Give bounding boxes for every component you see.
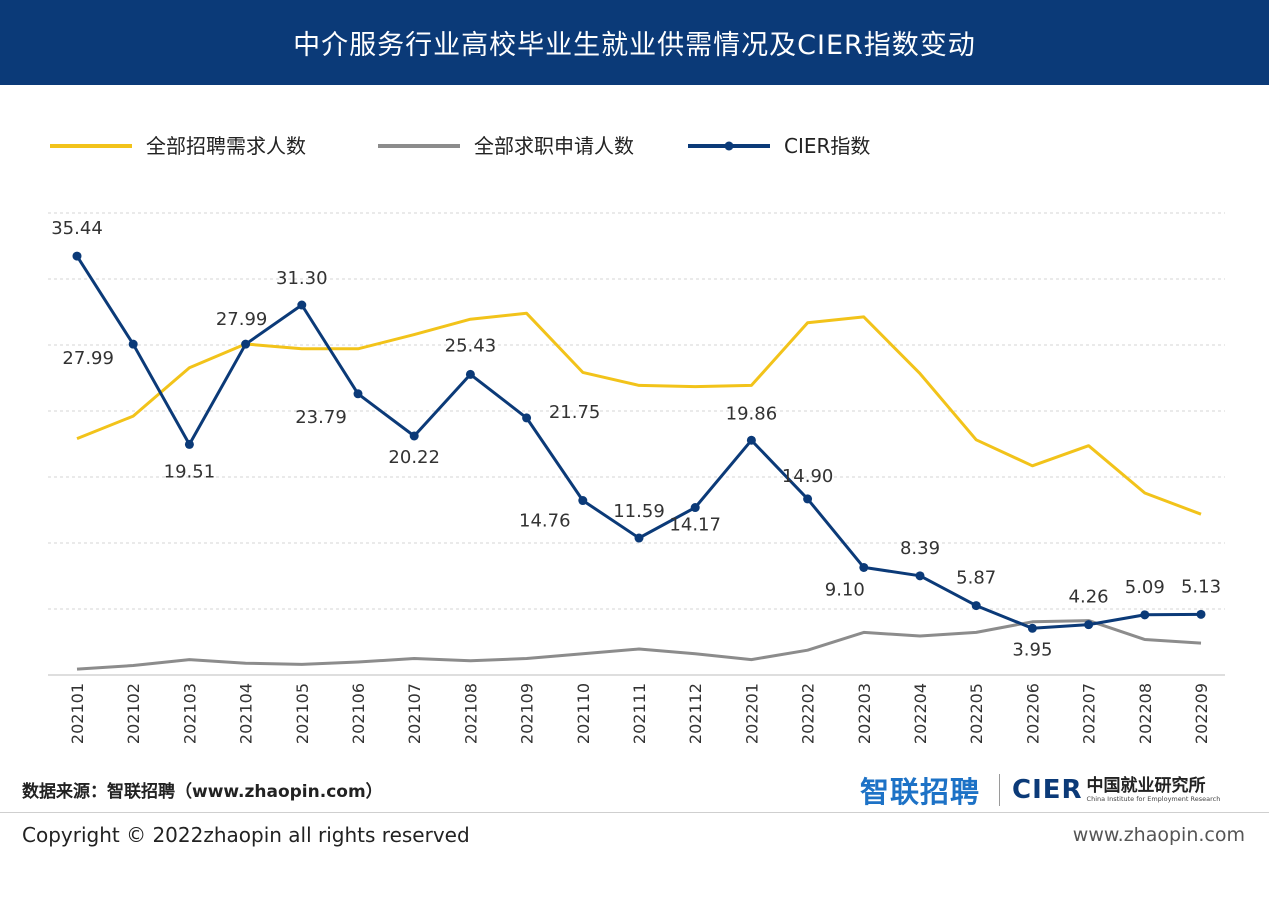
cier-label-202206: 3.95 bbox=[1012, 639, 1052, 660]
x-tick-202201: 202201 bbox=[742, 683, 761, 744]
cier-label-202111: 11.59 bbox=[613, 501, 665, 522]
legend-label: 全部求职申请人数 bbox=[474, 134, 634, 158]
x-tick-202202: 202202 bbox=[799, 683, 818, 744]
legend-item: 全部招聘需求人数 bbox=[50, 134, 306, 158]
zhaopin-logo: 智联招聘 bbox=[860, 770, 980, 810]
cier-index-point-202205 bbox=[972, 601, 981, 610]
legend-item: 全部求职申请人数 bbox=[378, 134, 634, 158]
data-source-note: 数据来源：智联招聘（www.zhaopin.com） bbox=[22, 777, 383, 802]
x-tick-202107: 202107 bbox=[405, 683, 424, 744]
logo-divider bbox=[999, 774, 1000, 806]
cier-index-point-202203 bbox=[859, 563, 868, 572]
footer-divider bbox=[0, 812, 1269, 813]
legend-label: 全部招聘需求人数 bbox=[146, 134, 306, 158]
cier-index-point-202103 bbox=[185, 440, 194, 449]
x-tick-202106: 202106 bbox=[349, 683, 368, 744]
cier-index-point-202108 bbox=[466, 370, 475, 379]
cier-index-point-202106 bbox=[354, 389, 363, 398]
cier-label-202101: 35.44 bbox=[51, 218, 103, 239]
cier-index-point-202209 bbox=[1197, 610, 1206, 619]
cier-label-202104: 27.99 bbox=[216, 309, 268, 330]
x-tick-202104: 202104 bbox=[237, 683, 256, 744]
x-axis-ticks: 202101 202102 202103 202104 202105 202106 2021… bbox=[68, 683, 1211, 744]
legend-label: CIER指数 bbox=[784, 134, 870, 158]
cier-label-202204: 8.39 bbox=[900, 538, 940, 559]
cier-label-202207: 4.26 bbox=[1069, 587, 1109, 608]
cier-label-202106: 23.79 bbox=[295, 407, 347, 428]
cier-index-point-202201 bbox=[747, 436, 756, 445]
cier-label-202209: 5.13 bbox=[1181, 576, 1221, 597]
cier-index-point-202105 bbox=[297, 301, 306, 310]
x-tick-202208: 202208 bbox=[1136, 683, 1155, 744]
x-tick-202110: 202110 bbox=[574, 683, 593, 744]
cier-label-202112: 14.17 bbox=[669, 515, 721, 536]
cier-label-202205: 5.87 bbox=[956, 568, 996, 589]
cier-label-202208: 5.09 bbox=[1125, 577, 1165, 598]
cier-index-point-202111 bbox=[635, 534, 644, 543]
legend-marker bbox=[725, 142, 734, 151]
cier-label-202105: 31.30 bbox=[276, 268, 328, 289]
cier-index-point-202207 bbox=[1084, 620, 1093, 629]
cier-logo-mark: CIER bbox=[1012, 775, 1083, 805]
legend-item: CIER指数 bbox=[688, 134, 870, 158]
chart-title-banner: 中介服务行业高校毕业生就业供需情况及CIER指数变动 bbox=[0, 0, 1269, 85]
cier-label-202201: 19.86 bbox=[726, 403, 778, 424]
cier-logo: CIER 中国就业研究所 China Institute for Employm… bbox=[1012, 770, 1220, 810]
x-tick-202102: 202102 bbox=[124, 683, 143, 744]
chart-legend: 全部招聘需求人数 全部求职申请人数 CIER指数 bbox=[50, 134, 870, 158]
cier-index-point-202208 bbox=[1140, 610, 1149, 619]
cier-logo-text: 中国就业研究所 China Institute for Employment R… bbox=[1087, 777, 1221, 803]
cier-index-point-202107 bbox=[410, 431, 419, 440]
x-tick-202111: 202111 bbox=[630, 683, 649, 744]
chart-grid bbox=[48, 213, 1225, 675]
x-tick-202108: 202108 bbox=[461, 683, 480, 744]
cier-label-202108: 25.43 bbox=[445, 335, 497, 356]
cier-index-point-202101 bbox=[73, 252, 82, 261]
cier-logo-cn: 中国就业研究所 bbox=[1087, 777, 1221, 795]
x-tick-202105: 202105 bbox=[293, 683, 312, 744]
x-tick-202204: 202204 bbox=[911, 683, 930, 744]
cier-label-202109: 21.75 bbox=[549, 402, 601, 423]
cier-label-202102: 27.99 bbox=[62, 348, 114, 369]
x-tick-202112: 202112 bbox=[686, 683, 705, 744]
cier-index-point-202112 bbox=[691, 503, 700, 512]
cier-index-point-202206 bbox=[1028, 624, 1037, 633]
x-tick-202203: 202203 bbox=[855, 683, 874, 744]
cier-label-202202: 14.90 bbox=[782, 466, 834, 487]
chart-title: 中介服务行业高校毕业生就业供需情况及CIER指数变动 bbox=[293, 23, 976, 62]
x-tick-202207: 202207 bbox=[1080, 683, 1099, 744]
cier-label-202203: 9.10 bbox=[825, 579, 865, 600]
cier-label-202107: 20.22 bbox=[388, 447, 440, 468]
x-tick-202205: 202205 bbox=[967, 683, 986, 744]
x-tick-202206: 202206 bbox=[1023, 683, 1042, 744]
cier-logo-en: China Institute for Employment Research bbox=[1087, 795, 1221, 803]
line-chart: 全部招聘需求人数 全部求职申请人数 CIER指数 35.44 27.99 19.51 27… bbox=[0, 85, 1269, 775]
cier-label-202103: 19.51 bbox=[164, 461, 216, 482]
x-tick-202209: 202209 bbox=[1192, 683, 1211, 744]
cier-index-point-202104 bbox=[241, 340, 250, 349]
cier-label-202110: 14.76 bbox=[519, 511, 571, 532]
cier-index-point-202109 bbox=[522, 413, 531, 422]
cier-index-point-202202 bbox=[803, 494, 812, 503]
cier-index-point-202102 bbox=[129, 340, 138, 349]
cier-index-point-202110 bbox=[578, 496, 587, 505]
footer-url: www.zhaopin.com bbox=[1073, 824, 1245, 846]
cier-index-point-202204 bbox=[916, 571, 925, 580]
x-tick-202103: 202103 bbox=[180, 683, 199, 744]
copyright-text: Copyright © 2022zhaopin all rights reser… bbox=[22, 823, 470, 847]
x-tick-202101: 202101 bbox=[68, 683, 87, 744]
chart-data-labels: 35.44 27.99 19.51 27.99 31.30 23.79 20.22 25.43… bbox=[51, 218, 1221, 660]
x-tick-202109: 202109 bbox=[518, 683, 537, 744]
